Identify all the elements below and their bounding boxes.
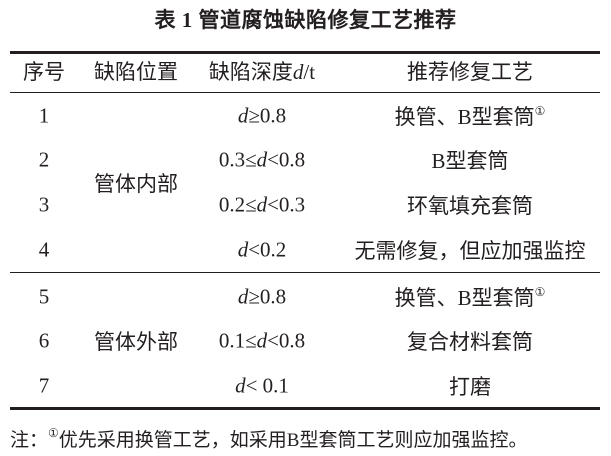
depth-var: d <box>256 192 268 217</box>
row-process: 换管、B型套筒① <box>395 101 546 131</box>
note-prefix: 注： <box>10 430 49 451</box>
depth-lower: 0.1≤ <box>218 328 257 353</box>
process-text: 换管、B型套筒 <box>394 286 535 310</box>
group-rule <box>10 272 600 274</box>
depth-lower: 0.3≤ <box>218 147 257 172</box>
header-location: 缺陷位置 <box>94 60 178 84</box>
note-text: 优先采用换管工艺，如采用B型套筒工艺则应加强监控。 <box>58 430 528 451</box>
row-process: 环氧填充套筒 <box>407 190 533 220</box>
row-no: 3 <box>38 192 50 217</box>
row-depth: d≥0.8 <box>238 285 286 310</box>
header-depth-unit: /t <box>303 60 316 84</box>
depth-upper: ≥0.8 <box>248 284 287 309</box>
depth-upper: <0.8 <box>267 328 306 353</box>
depth-var: d <box>237 284 249 309</box>
row-depth: d<0.2 <box>238 238 287 263</box>
footnote-mark: ① <box>534 285 546 299</box>
depth-upper: <0.2 <box>248 237 287 262</box>
process-text: 打磨 <box>449 375 491 399</box>
depth-lower: 0.2≤ <box>218 192 257 217</box>
depth-var: d <box>235 373 246 398</box>
row-depth: 0.1≤d<0.8 <box>219 329 305 354</box>
footnote-mark: ① <box>534 104 546 118</box>
row-no: 2 <box>38 147 50 172</box>
depth-upper: <0.8 <box>267 147 306 172</box>
row-no: 1 <box>38 103 50 128</box>
group-location-outer: 管体外部 <box>94 330 178 354</box>
row-no: 7 <box>38 373 50 398</box>
group-location-inner: 管体内部 <box>94 172 178 196</box>
header-depth: 缺陷深度d/t <box>209 56 315 86</box>
header-no: 序号 <box>23 60 65 84</box>
depth-var: d <box>237 237 249 262</box>
header-depth-label: 缺陷深度 <box>208 60 293 84</box>
note-mark: ① <box>48 426 59 440</box>
depth-upper: ≥0.8 <box>248 103 287 128</box>
depth-var: d <box>237 103 249 128</box>
row-process: B型套筒 <box>431 145 508 175</box>
header-process: 推荐修复工艺 <box>407 60 533 84</box>
depth-var: d <box>256 328 268 353</box>
depth-upper: <0.3 <box>267 192 306 217</box>
row-depth: d≥0.8 <box>238 104 286 129</box>
row-depth: 0.2≤d<0.3 <box>219 193 305 218</box>
process-text: 换管、B型套筒 <box>394 105 535 129</box>
depth-upper: < 0.1 <box>245 373 289 398</box>
header-depth-var: d <box>292 60 304 84</box>
process-text: B型套筒 <box>431 149 509 173</box>
row-process: 打磨 <box>449 371 491 401</box>
row-process: 无需修复，但应加强监控 <box>355 235 586 265</box>
table-title: 表 1 管道腐蚀缺陷修复工艺推荐 <box>154 8 457 32</box>
depth-var: d <box>256 147 268 172</box>
top-rule <box>10 51 600 54</box>
header-rule <box>10 92 600 94</box>
row-depth: 0.3≤d<0.8 <box>219 148 305 173</box>
table-note: 注：①优先采用换管工艺，如采用B型套筒工艺则应加强监控。 <box>10 425 527 452</box>
row-process: 换管、B型套筒① <box>395 282 546 312</box>
bottom-rule <box>10 407 600 410</box>
row-no: 6 <box>38 328 50 353</box>
row-depth: d< 0.1 <box>235 374 289 399</box>
row-process: 复合材料套筒 <box>407 326 533 356</box>
process-text: 无需修复，但应加强监控 <box>354 239 586 263</box>
process-text: 复合材料套筒 <box>407 330 533 354</box>
row-no: 5 <box>38 284 50 309</box>
row-no: 4 <box>38 237 50 262</box>
process-text: 环氧填充套筒 <box>407 194 533 218</box>
